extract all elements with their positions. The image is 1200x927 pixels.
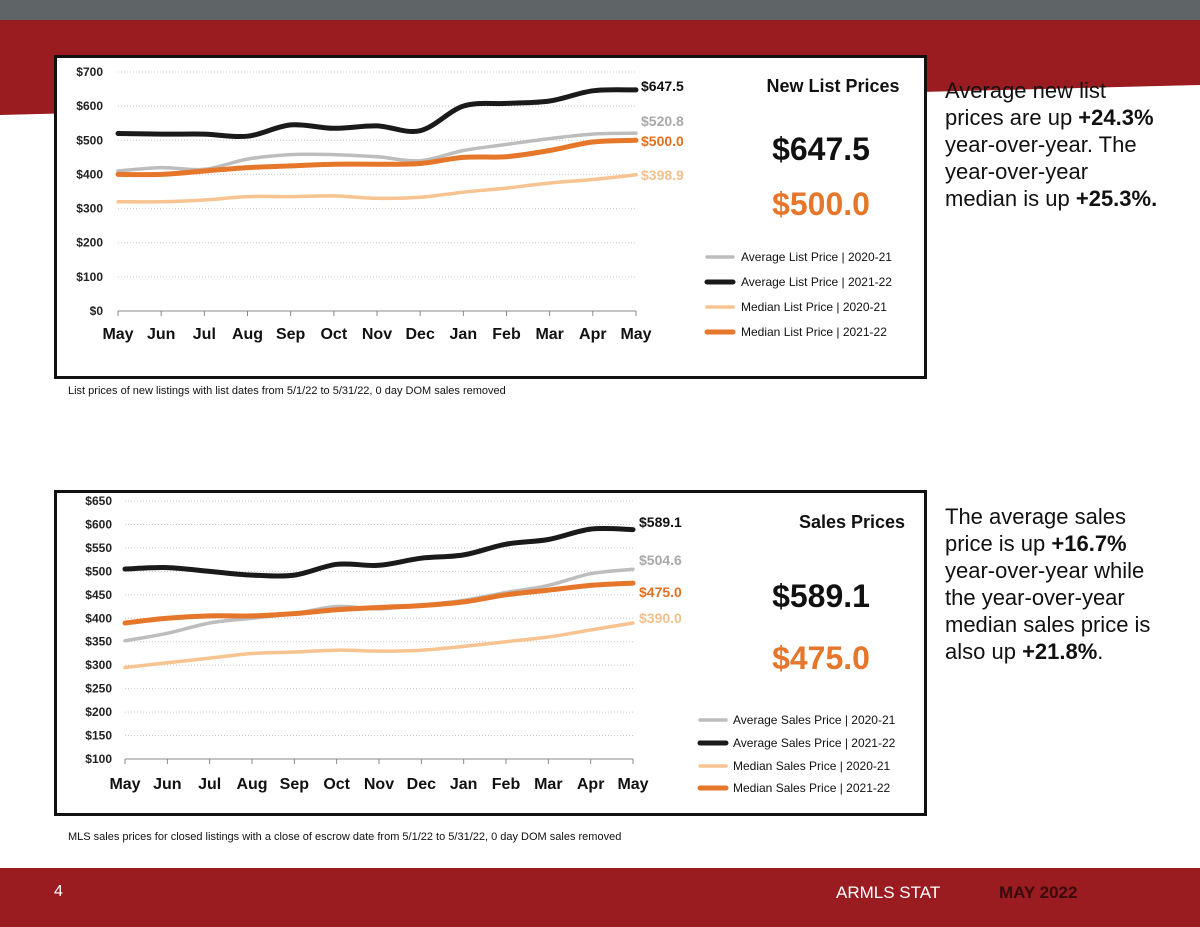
end-value-label: $647.5 [641, 78, 684, 94]
x-tick-label: Jul [193, 326, 216, 343]
legend-label: Average Sales Price | 2020-21 [733, 713, 896, 727]
end-value-label: $504.6 [639, 552, 682, 568]
y-tick-label: $200 [76, 236, 103, 250]
x-tick-label: Apr [577, 776, 605, 793]
end-value-label: $500.0 [641, 133, 684, 149]
sales-text-3: . [1097, 639, 1104, 664]
x-tick-label: Sep [280, 776, 310, 793]
y-tick-label: $300 [85, 658, 112, 672]
y-tick-label: $200 [85, 705, 112, 719]
x-tick-label: May [617, 776, 648, 793]
sales-avg-change: +16.7% [1051, 531, 1127, 556]
top-bar [0, 0, 1200, 20]
y-tick-label: $600 [85, 517, 112, 531]
x-tick-label: Mar [534, 776, 562, 793]
big-median-value: $475.0 [772, 640, 870, 676]
x-tick-label: Jul [198, 776, 221, 793]
sales-text-1: The average sales price is up [945, 504, 1126, 556]
x-tick-label: Aug [232, 326, 263, 343]
new-list-avg-change: +24.3% [1078, 105, 1154, 130]
y-tick-label: $500 [85, 564, 112, 578]
y-tick-label: $300 [76, 202, 103, 216]
legend-label: Median Sales Price | 2020-21 [733, 759, 891, 773]
legend-label: Average List Price | 2021-22 [741, 275, 892, 289]
end-value-label: $475.0 [639, 584, 682, 600]
series-line [115, 137, 639, 178]
chart-title: Sales Prices [799, 512, 905, 532]
x-tick-label: Oct [323, 776, 350, 793]
x-tick-label: Feb [492, 326, 521, 343]
publication-title: ARMLS STAT [836, 883, 941, 902]
sales-text-2: year-over-year while the year-over-year … [945, 558, 1151, 664]
publication-date: MAY 2022 [999, 883, 1078, 902]
new-list-summary: Average new list prices are up +24.3% ye… [945, 77, 1160, 212]
big-average-value: $647.5 [772, 131, 870, 167]
y-tick-label: $550 [85, 541, 112, 555]
end-value-label: $398.9 [641, 167, 684, 183]
x-tick-label: Jun [153, 776, 181, 793]
x-tick-label: May [620, 326, 651, 343]
sales-median-change: +21.8% [1022, 639, 1098, 664]
big-median-value: $500.0 [772, 186, 870, 222]
legend-label: Median Sales Price | 2021-22 [733, 781, 891, 795]
x-tick-label: Jun [147, 326, 175, 343]
new-list-text-2: year-over-year. The year-over-year media… [945, 132, 1137, 211]
series-line [123, 621, 635, 670]
big-average-value: $589.1 [772, 578, 870, 614]
y-tick-label: $100 [76, 270, 103, 284]
x-tick-label: Dec [405, 326, 434, 343]
y-tick-label: $350 [85, 635, 112, 649]
x-tick-label: May [102, 326, 133, 343]
series-line [122, 525, 636, 579]
y-tick-label: $450 [85, 588, 112, 602]
sales-summary: The average sales price is up +16.7% yea… [945, 503, 1160, 665]
x-tick-label: Mar [535, 326, 563, 343]
chart-title: New List Prices [766, 76, 899, 96]
sales-prices-chart: $100 $150 $200 $250 $300 $350 $400 $450 $500 $550… [54, 490, 927, 816]
x-tick-label: Oct [320, 326, 347, 343]
end-value-label: $589.1 [639, 514, 682, 530]
y-tick-label: $150 [85, 729, 112, 743]
x-tick-label: May [109, 776, 140, 793]
end-value-label: $520.8 [641, 113, 684, 129]
sales-caption: MLS sales prices for closed listings wit… [68, 831, 622, 843]
y-tick-label: $500 [76, 133, 103, 147]
y-tick-label: $400 [76, 167, 103, 181]
y-tick-label: $250 [85, 682, 112, 696]
series-line [115, 87, 639, 140]
footer-bar [0, 868, 1200, 927]
y-tick-label: $700 [76, 65, 103, 79]
y-tick-label: $100 [85, 752, 112, 766]
new-list-caption: List prices of new listings with list da… [68, 385, 506, 397]
legend-label: Average Sales Price | 2021-22 [733, 736, 896, 750]
sales-prices-svg: $100 $150 $200 $250 $300 $350 $400 $450 $500 $550… [85, 494, 905, 795]
x-tick-label: Nov [364, 776, 394, 793]
x-tick-label: Dec [407, 776, 436, 793]
x-tick-label: Feb [492, 776, 521, 793]
series-line [122, 580, 636, 626]
y-tick-label: $400 [85, 611, 112, 625]
end-value-label: $390.0 [639, 610, 682, 626]
new-list-prices-chart: $0 $100 $200 $300 $400 $500 $600 $700 May Jun Jul A… [54, 55, 927, 379]
x-tick-label: Jan [450, 776, 478, 793]
y-tick-label: $650 [85, 494, 112, 508]
y-tick-label: $0 [90, 304, 104, 318]
new-list-prices-svg: $0 $100 $200 $300 $400 $500 $600 $700 May Jun Jul A… [76, 65, 899, 343]
series-line [116, 173, 638, 204]
x-tick-label: Jan [450, 326, 478, 343]
legend-label: Median List Price | 2020-21 [741, 300, 887, 314]
legend-label: Average List Price | 2020-21 [741, 250, 892, 264]
new-list-median-change: +25.3%. [1075, 186, 1158, 211]
page-number: 4 [54, 883, 63, 900]
x-tick-label: Sep [276, 326, 306, 343]
x-tick-label: Aug [236, 776, 267, 793]
legend-label: Median List Price | 2021-22 [741, 325, 887, 339]
y-tick-label: $600 [76, 99, 103, 113]
new-list-text-1: Average new list prices are up [945, 78, 1107, 130]
x-tick-label: Nov [362, 326, 392, 343]
x-tick-label: Apr [579, 326, 607, 343]
